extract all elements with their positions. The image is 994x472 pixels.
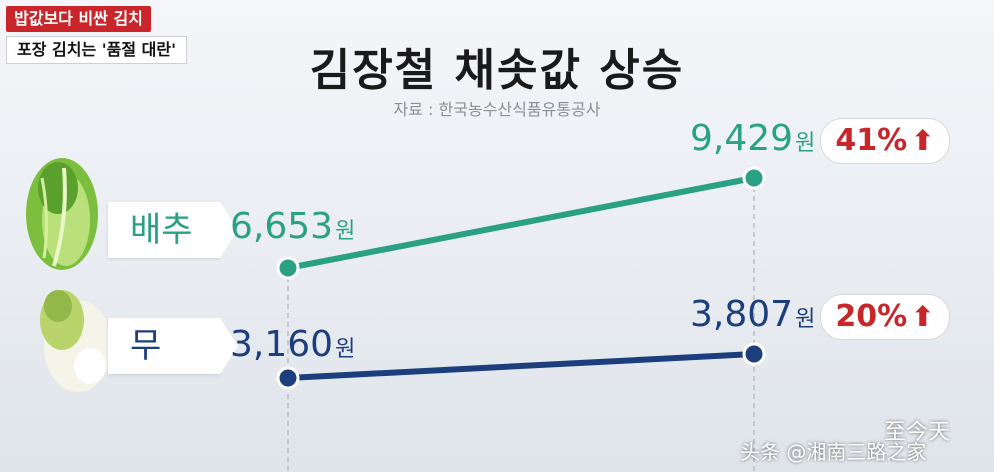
- arrow-up-icon: ⬆: [911, 124, 935, 157]
- cabbage-change-badge: 41% ⬆: [820, 118, 950, 164]
- value-unit: 원: [795, 131, 816, 156]
- chart-source: 자료 : 한국농수산식품유통공사: [393, 100, 601, 119]
- radish-start-value: 3,160원: [230, 324, 355, 365]
- value-number: 3,160: [230, 324, 334, 365]
- headline-tag: 밥값보다 비싼 김치: [6, 6, 151, 32]
- data-point-1-1: [742, 342, 766, 366]
- data-point-1-0: [276, 366, 300, 390]
- value-unit: 원: [795, 307, 816, 332]
- value-number: 9,429: [690, 118, 794, 159]
- watermark-credit: 头条 @湘南三路之家: [740, 440, 927, 464]
- value-number: 6,653: [230, 206, 334, 247]
- label-radish: 무: [108, 318, 238, 374]
- change-value: 41%: [835, 123, 908, 158]
- label-cabbage: 배추: [108, 202, 238, 258]
- change-value: 20%: [835, 299, 908, 334]
- watermark-badge: 至今天: [884, 420, 951, 445]
- radish-icon: [40, 290, 112, 392]
- radish-change-badge: 20% ⬆: [820, 294, 950, 340]
- value-number: 3,807: [690, 294, 794, 335]
- cabbage-end-value: 9,429원: [690, 118, 815, 159]
- value-unit: 원: [335, 337, 356, 362]
- value-unit: 원: [335, 219, 356, 244]
- subheadline-tag: 포장 김치는 '품절 대란': [6, 36, 187, 64]
- series-line-1: [285, 351, 757, 381]
- data-point-0-0: [276, 256, 300, 280]
- radish-end-value: 3,807원: [690, 294, 815, 335]
- arrow-up-icon: ⬆: [911, 300, 935, 333]
- cabbage-start-value: 6,653원: [230, 206, 355, 247]
- series-line-0: [285, 175, 757, 271]
- chart-title: 김장철 채솟값 상승: [309, 45, 685, 96]
- cabbage-icon: [26, 158, 98, 270]
- data-point-0-1: [742, 166, 766, 190]
